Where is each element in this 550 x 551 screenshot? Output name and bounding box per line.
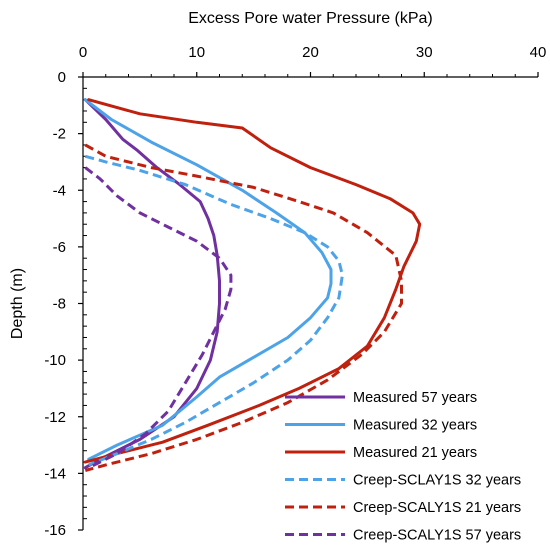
series-line-3 [83,98,422,464]
y-tick-label: -2 [53,126,66,143]
series-line-2 [83,98,333,461]
y-tick-label: -8 [53,296,66,313]
legend-label-6: Creep-SCALY1S 57 years [353,528,521,544]
y-axis-title: Depth (m) [9,268,26,339]
series-line-5 [84,143,403,472]
x-tick-label: 30 [416,44,433,61]
x-tick-label: 20 [302,44,319,61]
legend: Measured 57 years Measured 32 years Measur… [285,390,521,544]
legend-label-3: Measured 21 years [353,445,477,461]
y-tick-label: -4 [53,182,66,199]
series-layer [83,98,422,472]
y-tick-label: -16 [44,522,66,539]
y-tick-label: 0 [58,69,66,86]
legend-label-1: Measured 57 years [353,390,477,406]
y-tick-label: -14 [44,465,66,482]
x-axis-title: Excess Pore water Pressure (kPa) [188,10,433,27]
x-tick-label: 0 [79,44,87,61]
series-line-4 [84,154,344,467]
legend-label-4: Creep-SCLAY1S 32 years [353,473,521,489]
y-tick-label: -10 [44,352,66,369]
legend-label-5: Creep-SCALY1S 21 years [353,500,521,516]
series-line-6 [84,166,233,470]
x-tick-label: 40 [530,44,547,61]
axes: 0 10 20 30 40 0 -2 -4 -6 -8 -10 -12 -14 -16 [44,44,546,539]
x-tick-label: 10 [188,44,205,61]
y-tick-label: -12 [44,409,66,426]
y-tick-label: -6 [53,239,66,256]
legend-label-2: Measured 32 years [353,418,477,434]
